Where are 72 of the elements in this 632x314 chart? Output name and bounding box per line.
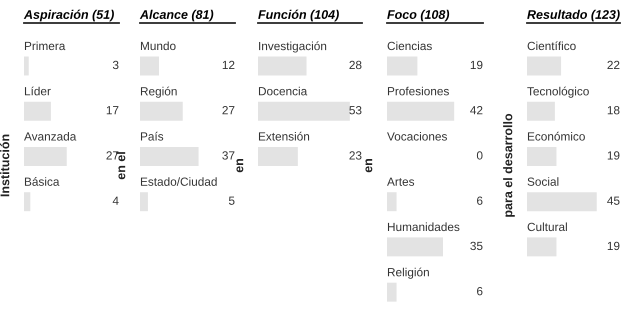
data-label: 5 bbox=[228, 196, 235, 205]
y-tick-label: Cultural bbox=[528, 222, 567, 232]
text: para el desarrollo bbox=[503, 114, 515, 217]
data-label: 37 bbox=[222, 151, 234, 160]
text: Institución bbox=[0, 134, 10, 196]
bar bbox=[387, 192, 397, 212]
bar bbox=[527, 56, 562, 76]
y-tick-label: Religión bbox=[388, 268, 429, 279]
y-tick-label: Tecnológico bbox=[527, 86, 589, 98]
data-label: 3 bbox=[112, 60, 118, 70]
text: en bbox=[365, 158, 372, 172]
y-tick-label: Social bbox=[528, 177, 558, 186]
data-label: 12 bbox=[222, 60, 234, 70]
data-label: 0 bbox=[476, 151, 483, 160]
text: en bbox=[236, 158, 244, 172]
bar bbox=[24, 146, 67, 166]
y-tick-label: Básica bbox=[24, 177, 60, 186]
data-label: 27 bbox=[106, 151, 118, 160]
y-tick-label: Vocaciones bbox=[387, 132, 447, 141]
y-tick-label: Investigación bbox=[259, 41, 326, 53]
bar bbox=[140, 102, 183, 121]
data-label: 6 bbox=[477, 286, 482, 296]
y-tick-label: Artes bbox=[387, 178, 414, 186]
y-tick-label: Avanzada bbox=[24, 132, 76, 141]
bar bbox=[387, 102, 454, 121]
bar bbox=[387, 282, 397, 302]
y-tick-label: Región bbox=[140, 86, 177, 98]
y-tick-label: Científico bbox=[528, 41, 576, 50]
y-tick-label: Económico bbox=[528, 132, 585, 141]
data-label: 27 bbox=[222, 106, 234, 114]
data-label: 42 bbox=[470, 106, 482, 114]
data-label: 35 bbox=[470, 242, 483, 250]
y-tick-label: Docencia bbox=[258, 86, 308, 96]
chart-title: Foco (108) bbox=[387, 10, 450, 22]
bar bbox=[140, 192, 148, 212]
data-label: 45 bbox=[607, 196, 620, 205]
chart-title: Función (104) bbox=[258, 10, 339, 22]
bar bbox=[527, 192, 597, 212]
y-tick-label: Mundo bbox=[140, 41, 176, 50]
bar bbox=[24, 56, 29, 76]
bar bbox=[527, 102, 555, 121]
chart-title: Aspiración (51) bbox=[24, 10, 114, 22]
data-label: 4 bbox=[112, 196, 119, 205]
bar bbox=[387, 237, 443, 256]
y-tick-label: Extensión bbox=[258, 132, 310, 141]
chart-title: Resultado (123) bbox=[527, 10, 620, 22]
y-tick-label: Ciencias bbox=[388, 41, 432, 50]
data-label: 19 bbox=[608, 242, 620, 250]
bar bbox=[140, 146, 199, 166]
data-label: 17 bbox=[106, 106, 118, 114]
bar bbox=[140, 56, 159, 76]
bar bbox=[24, 102, 51, 121]
y-tick-label: Humanidades bbox=[388, 222, 460, 232]
data-label: 18 bbox=[608, 106, 620, 114]
bar bbox=[527, 146, 556, 166]
data-label: 19 bbox=[470, 60, 482, 70]
data-label: 22 bbox=[607, 60, 620, 70]
data-label: 19 bbox=[608, 151, 620, 160]
annotation: en el bbox=[116, 152, 126, 180]
bar bbox=[387, 56, 418, 76]
y-tick-label: País bbox=[140, 132, 164, 141]
chart-title: Alcance (81) bbox=[140, 10, 214, 22]
y-tick-label: Estado/Ciudad bbox=[140, 177, 217, 186]
bar bbox=[527, 237, 556, 256]
data-label: 53 bbox=[349, 106, 362, 114]
y-tick-label: Profesiones bbox=[388, 86, 449, 96]
y-tick-label: Líder bbox=[24, 86, 51, 96]
data-label: 28 bbox=[349, 60, 362, 70]
data-label: 23 bbox=[349, 151, 362, 160]
bar bbox=[24, 192, 30, 212]
data-label: 6 bbox=[477, 196, 482, 205]
y-tick-label: Primera bbox=[24, 41, 66, 50]
